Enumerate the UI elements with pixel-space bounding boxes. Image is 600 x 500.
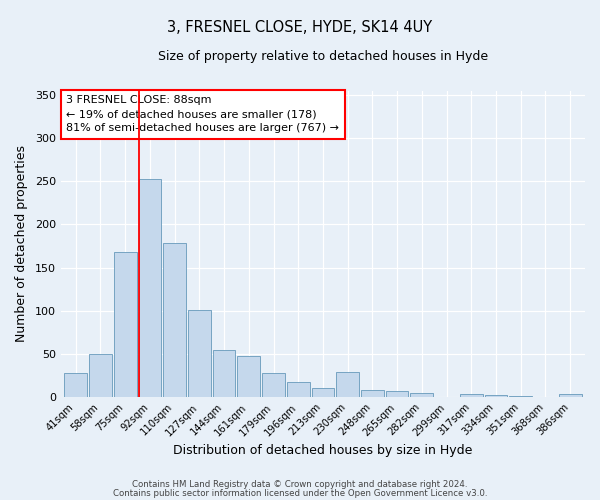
Bar [559,394,581,397]
Bar [114,252,137,397]
Bar [163,244,186,397]
Bar [213,350,235,397]
Text: Contains public sector information licensed under the Open Government Licence v3: Contains public sector information licen… [113,489,487,498]
Bar [311,388,334,397]
Bar [386,391,409,397]
Bar [262,373,285,397]
Bar [89,354,112,397]
Bar [509,396,532,397]
Bar [337,372,359,397]
Text: 3 FRESNEL CLOSE: 88sqm
← 19% of detached houses are smaller (178)
81% of semi-de: 3 FRESNEL CLOSE: 88sqm ← 19% of detached… [66,95,339,133]
Bar [287,382,310,397]
Text: 3, FRESNEL CLOSE, HYDE, SK14 4UY: 3, FRESNEL CLOSE, HYDE, SK14 4UY [167,20,433,35]
Y-axis label: Number of detached properties: Number of detached properties [15,146,28,342]
Title: Size of property relative to detached houses in Hyde: Size of property relative to detached ho… [158,50,488,63]
Bar [460,394,482,397]
Bar [485,396,508,397]
X-axis label: Distribution of detached houses by size in Hyde: Distribution of detached houses by size … [173,444,473,458]
Bar [410,393,433,397]
Bar [64,373,87,397]
Text: Contains HM Land Registry data © Crown copyright and database right 2024.: Contains HM Land Registry data © Crown c… [132,480,468,489]
Bar [238,356,260,397]
Bar [361,390,384,397]
Bar [139,180,161,397]
Bar [188,310,211,397]
